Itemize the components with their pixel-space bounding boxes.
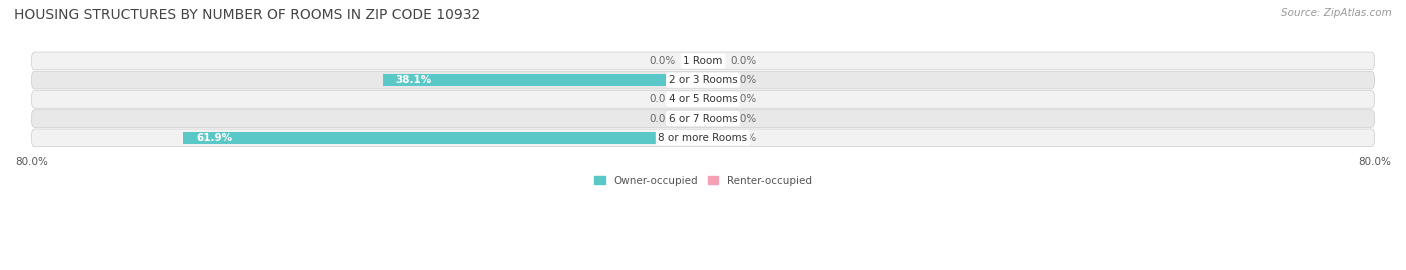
Bar	[703, 113, 724, 124]
FancyBboxPatch shape	[31, 52, 1375, 70]
FancyBboxPatch shape	[31, 90, 1375, 108]
Bar	[682, 93, 703, 105]
FancyBboxPatch shape	[31, 71, 1375, 89]
Text: 0.0%: 0.0%	[731, 114, 756, 124]
Text: 0.0%: 0.0%	[731, 94, 756, 104]
Text: 6 or 7 Rooms: 6 or 7 Rooms	[669, 114, 737, 124]
Text: 0.0%: 0.0%	[650, 56, 675, 66]
Text: 2 or 3 Rooms: 2 or 3 Rooms	[669, 75, 737, 85]
Text: 1 Room: 1 Room	[683, 56, 723, 66]
Bar	[703, 132, 724, 144]
Text: 0.0%: 0.0%	[731, 75, 756, 85]
Text: 0.0%: 0.0%	[731, 56, 756, 66]
Text: 61.9%: 61.9%	[195, 133, 232, 143]
Legend: Owner-occupied, Renter-occupied: Owner-occupied, Renter-occupied	[591, 171, 815, 190]
Text: 8 or more Rooms: 8 or more Rooms	[658, 133, 748, 143]
Bar	[703, 55, 724, 67]
Text: Source: ZipAtlas.com: Source: ZipAtlas.com	[1281, 8, 1392, 18]
Bar	[384, 74, 703, 86]
FancyBboxPatch shape	[31, 129, 1375, 147]
Text: 0.0%: 0.0%	[650, 114, 675, 124]
Text: 4 or 5 Rooms: 4 or 5 Rooms	[669, 94, 737, 104]
Text: 0.0%: 0.0%	[650, 94, 675, 104]
Bar	[183, 132, 703, 144]
Bar	[703, 74, 724, 86]
Bar	[703, 93, 724, 105]
Bar	[682, 113, 703, 124]
Text: 0.0%: 0.0%	[731, 133, 756, 143]
Text: HOUSING STRUCTURES BY NUMBER OF ROOMS IN ZIP CODE 10932: HOUSING STRUCTURES BY NUMBER OF ROOMS IN…	[14, 8, 481, 22]
Bar	[682, 55, 703, 67]
FancyBboxPatch shape	[31, 110, 1375, 127]
Text: 38.1%: 38.1%	[395, 75, 432, 85]
